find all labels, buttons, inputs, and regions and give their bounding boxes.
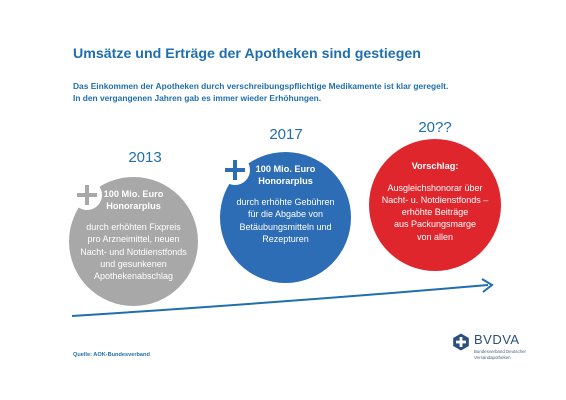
headline-line: 100 Mio. Euro: [255, 164, 316, 174]
body-line: für die Abgabe von: [247, 209, 324, 220]
body-line: und gesunkenen: [100, 258, 167, 269]
headline-line: 100 Mio. Euro: [103, 189, 164, 199]
body-line: aus Packungsmarge: [393, 219, 477, 230]
body-line: Betäubungsmitteln und: [239, 221, 332, 232]
logo-subtitle: Bundesverband Deutscher Versandapotheken: [474, 349, 526, 360]
logo-wordmark: BVDVA: [474, 332, 520, 347]
body-line: Ausgleichshonorar über: [387, 182, 483, 193]
intro-text: Das Einkommen der Apotheken durch versch…: [73, 80, 543, 104]
body-line: erhöhte Beiträge: [401, 207, 469, 218]
plus-icon: [220, 155, 250, 185]
source-note: Quelle: AOK-Bundesverband: [73, 352, 150, 358]
logo-subtitle-line: Bundesverband Deutscher: [474, 349, 526, 354]
headline-line: Honorarplus: [258, 175, 313, 186]
year-label-future: 20??: [418, 119, 452, 136]
intro-line: Das Einkommen der Apotheken durch versch…: [73, 81, 449, 91]
body-line: Nacht- u. Notdienstfonds –: [381, 194, 489, 205]
body-line: von allen: [416, 231, 454, 242]
logo-subtitle-line: Versandapotheken: [474, 354, 511, 360]
bvdva-logo-icon: [453, 333, 469, 351]
intro-line: In den vergangenen Jahren gab es immer w…: [73, 93, 322, 103]
body-line: durch erhöhten Fixpreis: [86, 222, 181, 232]
body-line: Nacht- und Notdienstfonds: [80, 246, 187, 257]
body-line: durch erhöhte Gebühren: [236, 197, 335, 207]
body-line: Rezepturen: [262, 233, 309, 244]
milestone-circle-future: Vorschlag: Ausgleichshonorar über Nacht-…: [369, 139, 501, 271]
body-line: Apothekenabschlag: [93, 271, 174, 282]
body-line: pro Arzneimittel, neuen: [87, 234, 180, 245]
headline-line: Honorarplus: [106, 200, 161, 211]
page-title: Umsätze und Erträge der Apotheken sind g…: [73, 46, 421, 62]
plus-icon: [72, 180, 102, 210]
headline-line: Vorschlag:: [411, 161, 459, 171]
year-label-2013: 2013: [128, 149, 162, 166]
year-label-2017: 2017: [269, 126, 303, 143]
